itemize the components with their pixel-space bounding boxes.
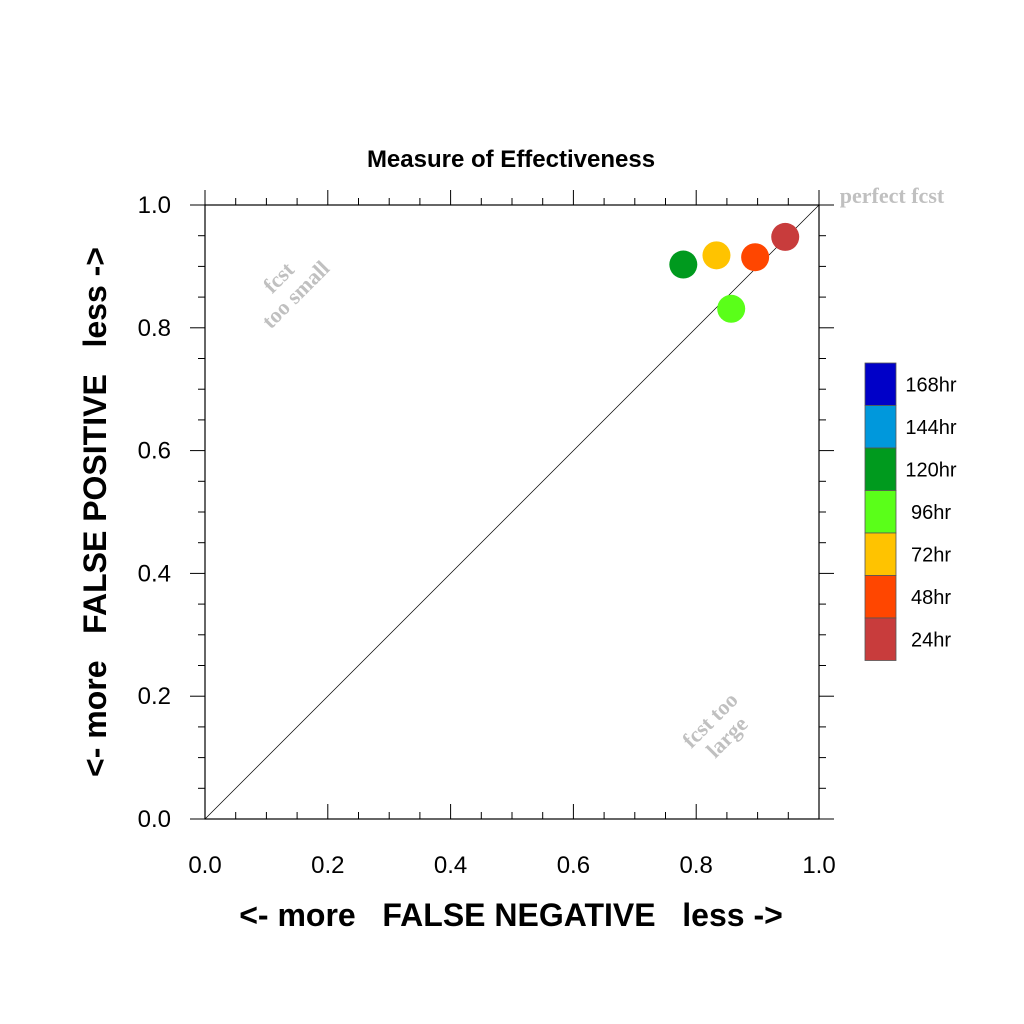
y-axis-label: <- more FALSE POSITIVE less -> xyxy=(77,247,113,777)
legend-swatch-144hr xyxy=(864,405,897,449)
legend-label-144hr: 144hr xyxy=(905,417,956,439)
y-tick-label: 0.4 xyxy=(138,560,171,587)
legend-label-168hr: 168hr xyxy=(905,374,956,396)
y-tick-label: 0.6 xyxy=(138,438,171,465)
legend-swatch-120hr xyxy=(864,447,897,491)
y-tick-label: 0.8 xyxy=(138,315,171,342)
diagonal-line xyxy=(204,204,820,820)
y-tick-label: 0.0 xyxy=(138,806,171,833)
chart-title: Measure of Effectiveness xyxy=(367,146,655,173)
legend-swatch-96hr xyxy=(864,490,897,534)
scatter-point-24hr xyxy=(771,222,800,251)
y-tick-label: 1.0 xyxy=(138,192,171,219)
legend-label-24hr: 24hr xyxy=(911,629,951,651)
x-tick-label: 0.8 xyxy=(680,852,713,879)
annotation-too-large: fcst too large xyxy=(677,687,753,762)
x-axis-label: <- more FALSE NEGATIVE less -> xyxy=(239,897,783,933)
x-tick-label: 0.4 xyxy=(434,852,467,879)
legend-label-72hr: 72hr xyxy=(911,544,951,566)
annotation-perfect: perfect fcst xyxy=(840,183,945,208)
scatter-point-72hr xyxy=(702,241,731,270)
legend-swatch-48hr xyxy=(864,575,897,619)
scatter-point-96hr xyxy=(717,294,746,323)
x-tick-label: 0.6 xyxy=(557,852,590,879)
x-tick-label: 0.2 xyxy=(311,852,344,879)
scatter-point-120hr xyxy=(669,250,698,279)
legend-swatch-24hr xyxy=(864,617,897,661)
x-tick-label: 1.0 xyxy=(802,852,835,879)
scatter-point-48hr xyxy=(741,243,770,272)
y-tick-label: 0.2 xyxy=(138,683,171,710)
x-tick-label: 0.0 xyxy=(188,852,221,879)
annotation-too-small: fcst too small xyxy=(257,256,335,334)
annotation-too-small-line2: too small xyxy=(257,256,335,334)
legend-label-48hr: 48hr xyxy=(911,587,951,609)
legend-swatch-72hr xyxy=(864,532,897,576)
legend-swatch-168hr xyxy=(864,362,897,406)
legend-label-96hr: 96hr xyxy=(911,502,951,524)
legend-label-120hr: 120hr xyxy=(905,459,956,481)
